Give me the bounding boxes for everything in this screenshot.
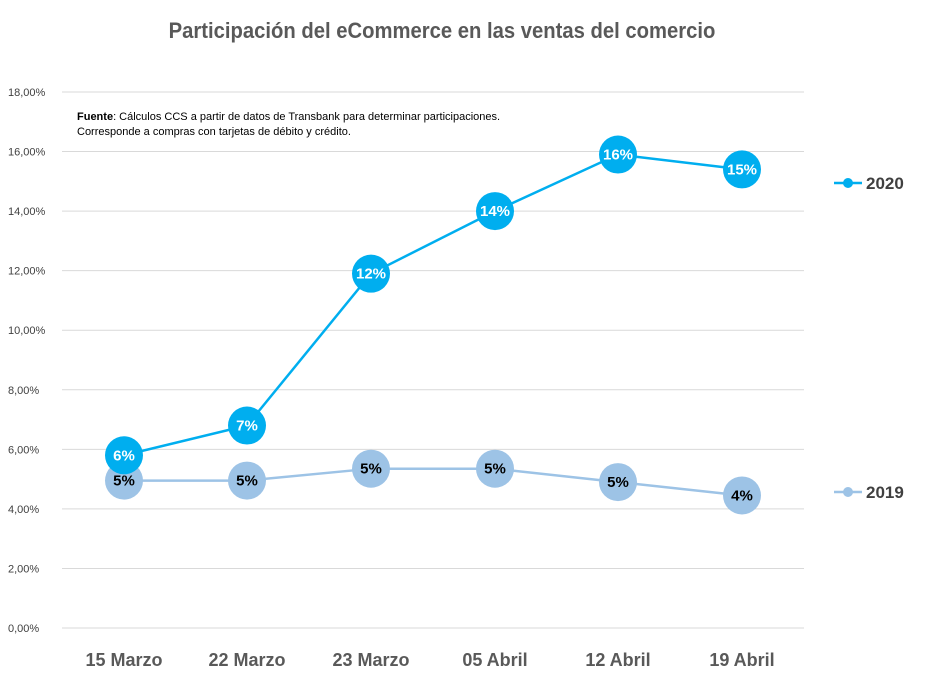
data-label: 7% [236,418,258,435]
data-point [228,406,266,445]
y-tick-label: 10,00% [8,325,46,337]
data-label: 5% [484,461,506,478]
data-point [228,461,266,500]
y-tick-label: 18,00% [8,87,46,99]
y-tick-label: 2,00% [8,563,39,575]
y-tick-label: 6,00% [8,444,39,456]
y-tick-label: 16,00% [8,147,46,159]
data-label: 12% [356,266,386,283]
data-point [599,463,637,502]
y-axis-ticks: 0,00% 2,00% 4,00% 6,00% 8,00% 10,00% 12,00% 14,… [8,87,46,635]
x-axis-ticks: 15 Marzo 22 Marzo 23 Marzo 05 Abril 12 Abril… [85,650,774,670]
data-label: 4% [731,487,753,504]
gridlines [62,91,804,629]
y-tick-label: 0,00% [8,623,39,635]
data-point [599,135,637,174]
series-group: 5% 5% 5% 5% 5% 4% 6% 7% 12% 14% 16% 15% [105,135,761,515]
data-label: 15% [727,161,757,178]
x-tick-label: 19 Abril [709,650,774,670]
data-label: 14% [480,203,510,220]
x-tick-label: 15 Marzo [85,650,162,670]
data-label: 5% [236,473,258,490]
data-point [476,449,514,488]
data-point [476,192,514,231]
data-label: 5% [113,473,135,490]
legend-label: 2020 [866,174,904,193]
data-point [352,254,390,293]
y-tick-label: 14,00% [8,206,46,218]
chart-title: Participación del eCommerce en las venta… [168,18,716,43]
data-label: 6% [113,447,135,464]
legend-item-2019: 2019 [834,483,904,502]
legend-item-2020: 2020 [834,174,904,193]
data-label: 5% [360,461,382,478]
data-label: 5% [607,474,629,491]
series-line [124,467,743,497]
source-note-line-1: Fuente: Cálculos CCS a partir de datos d… [77,111,500,123]
legend-marker [843,487,853,497]
source-note-bold: Fuente [77,111,113,123]
x-tick-label: 05 Abril [462,650,527,670]
x-tick-label: 12 Abril [585,650,650,670]
x-tick-label: 22 Marzo [208,650,285,670]
legend-label: 2019 [866,483,904,502]
data-point [723,150,761,189]
y-tick-label: 4,00% [8,504,39,516]
y-tick-label: 8,00% [8,385,39,397]
data-point [105,436,143,475]
source-note-line-2: Corresponde a compras con tarjetas de dé… [77,126,351,138]
data-point [723,476,761,515]
y-tick-label: 12,00% [8,266,46,278]
legend-marker [843,178,853,188]
data-point [352,449,390,488]
legend: 2020 2019 [834,174,904,502]
source-note-text: : Cálculos CCS a partir de datos de Tran… [113,111,500,123]
source-note: Fuente: Cálculos CCS a partir de datos d… [77,111,500,138]
x-tick-label: 23 Marzo [332,650,409,670]
series-2019: 5% 5% 5% 5% 5% 4% [105,449,761,515]
data-label: 16% [603,147,633,164]
series-2020: 6% 7% 12% 14% 16% 15% [105,135,761,475]
series-line [123,153,743,457]
